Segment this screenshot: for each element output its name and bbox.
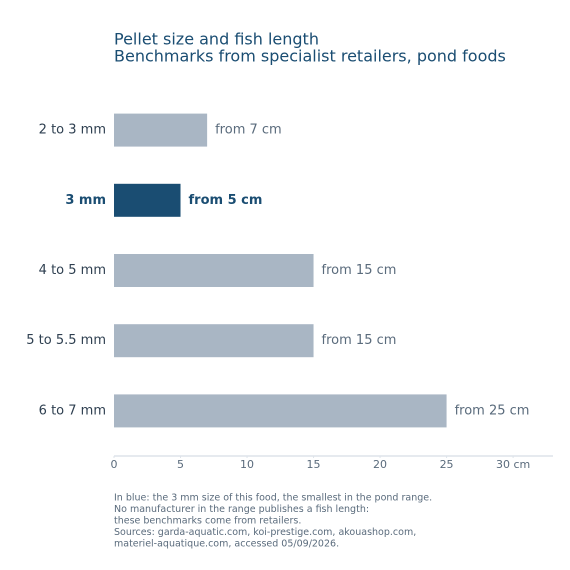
x-tick-label: 25 bbox=[440, 458, 454, 471]
footnote: No manufacturer in the range publishes a… bbox=[114, 504, 369, 515]
value-label: from 7 cm bbox=[215, 123, 282, 138]
footnote: these benchmarks come from retailers. bbox=[114, 516, 301, 527]
y-tick-label: 4 to 5 mm bbox=[39, 263, 106, 278]
bar bbox=[114, 113, 208, 147]
value-label: from 15 cm bbox=[322, 263, 397, 278]
y-tick-label: 3 mm bbox=[65, 193, 106, 208]
chart-title: Pellet size and fish length bbox=[114, 30, 319, 49]
x-tick-label: 20 bbox=[373, 458, 387, 471]
x-tick-label: 0 bbox=[111, 458, 118, 471]
value-label: from 15 cm bbox=[322, 333, 397, 348]
x-tick-label: 30 cm bbox=[496, 458, 530, 471]
bar bbox=[114, 324, 314, 358]
y-tick-label: 2 to 3 mm bbox=[39, 123, 106, 138]
x-tick-label: 5 bbox=[177, 458, 184, 471]
value-label: from 25 cm bbox=[455, 403, 530, 418]
footnote: materiel-aquatique.com, accessed 05/09/2… bbox=[114, 539, 339, 550]
y-tick-label: 5 to 5.5 mm bbox=[26, 333, 106, 348]
x-tick-label: 15 bbox=[307, 458, 321, 471]
footnote: In blue: the 3 mm size of this food, the… bbox=[114, 493, 432, 504]
chart-subtitle: Benchmarks from specialist retailers, po… bbox=[114, 47, 506, 66]
footnote: Sources: garda-aquatic.com, koi-prestige… bbox=[114, 527, 416, 538]
x-tick-label: 10 bbox=[240, 458, 254, 471]
bar bbox=[114, 183, 181, 217]
bar bbox=[114, 394, 447, 428]
bar bbox=[114, 254, 314, 287]
value-label: from 5 cm bbox=[189, 193, 263, 208]
y-tick-label: 6 to 7 mm bbox=[39, 403, 106, 418]
